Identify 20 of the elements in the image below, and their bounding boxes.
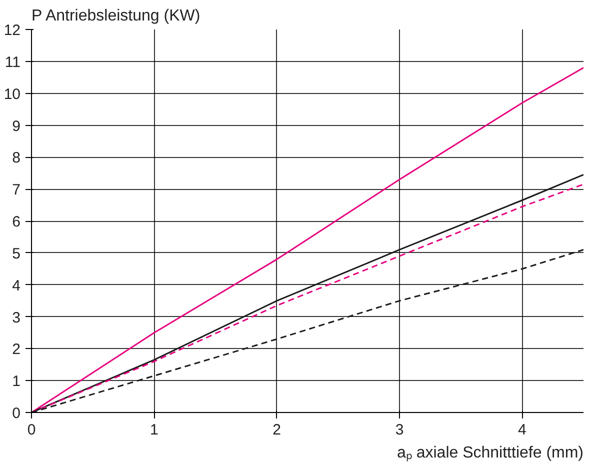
y-tick-label: 1 bbox=[12, 373, 20, 390]
y-tick-label: 4 bbox=[12, 277, 20, 294]
y-tick-label: 10 bbox=[4, 86, 21, 103]
y-tick-label: 2 bbox=[12, 341, 20, 358]
y-tick-label: 6 bbox=[12, 214, 20, 230]
y-tick-label: 7 bbox=[12, 182, 20, 199]
y-tick-label: 0 bbox=[12, 405, 20, 422]
y-tick-label: 11 bbox=[4, 54, 21, 71]
y-tick-label: 12 bbox=[4, 22, 21, 39]
y-tick-label: 8 bbox=[12, 150, 20, 167]
x-tick-label: 1 bbox=[150, 422, 158, 438]
y-tick-label: 5 bbox=[12, 245, 20, 262]
y-axis-title: P Antriebsleistung (KW) bbox=[32, 8, 200, 24]
y-tick-label: 3 bbox=[12, 309, 20, 326]
x-tick-label: 4 bbox=[518, 422, 526, 438]
x-tick-label: 3 bbox=[395, 422, 404, 438]
x-axis-title: aₚ axiale Schnitttiefe (mm) bbox=[396, 444, 584, 462]
x-tick-label: 2 bbox=[272, 422, 282, 438]
x-tick-label: 0 bbox=[27, 422, 36, 438]
y-tick-label: 9 bbox=[12, 118, 20, 135]
